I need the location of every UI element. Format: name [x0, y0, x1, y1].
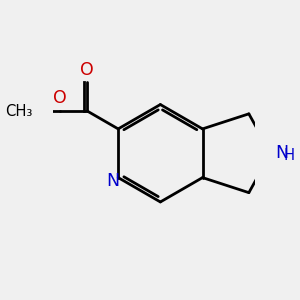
Text: CH₃: CH₃	[5, 103, 32, 118]
Text: O: O	[53, 89, 67, 107]
Text: N: N	[106, 172, 119, 190]
Text: N: N	[275, 144, 288, 162]
Text: H: H	[283, 148, 294, 163]
Text: O: O	[80, 61, 94, 79]
